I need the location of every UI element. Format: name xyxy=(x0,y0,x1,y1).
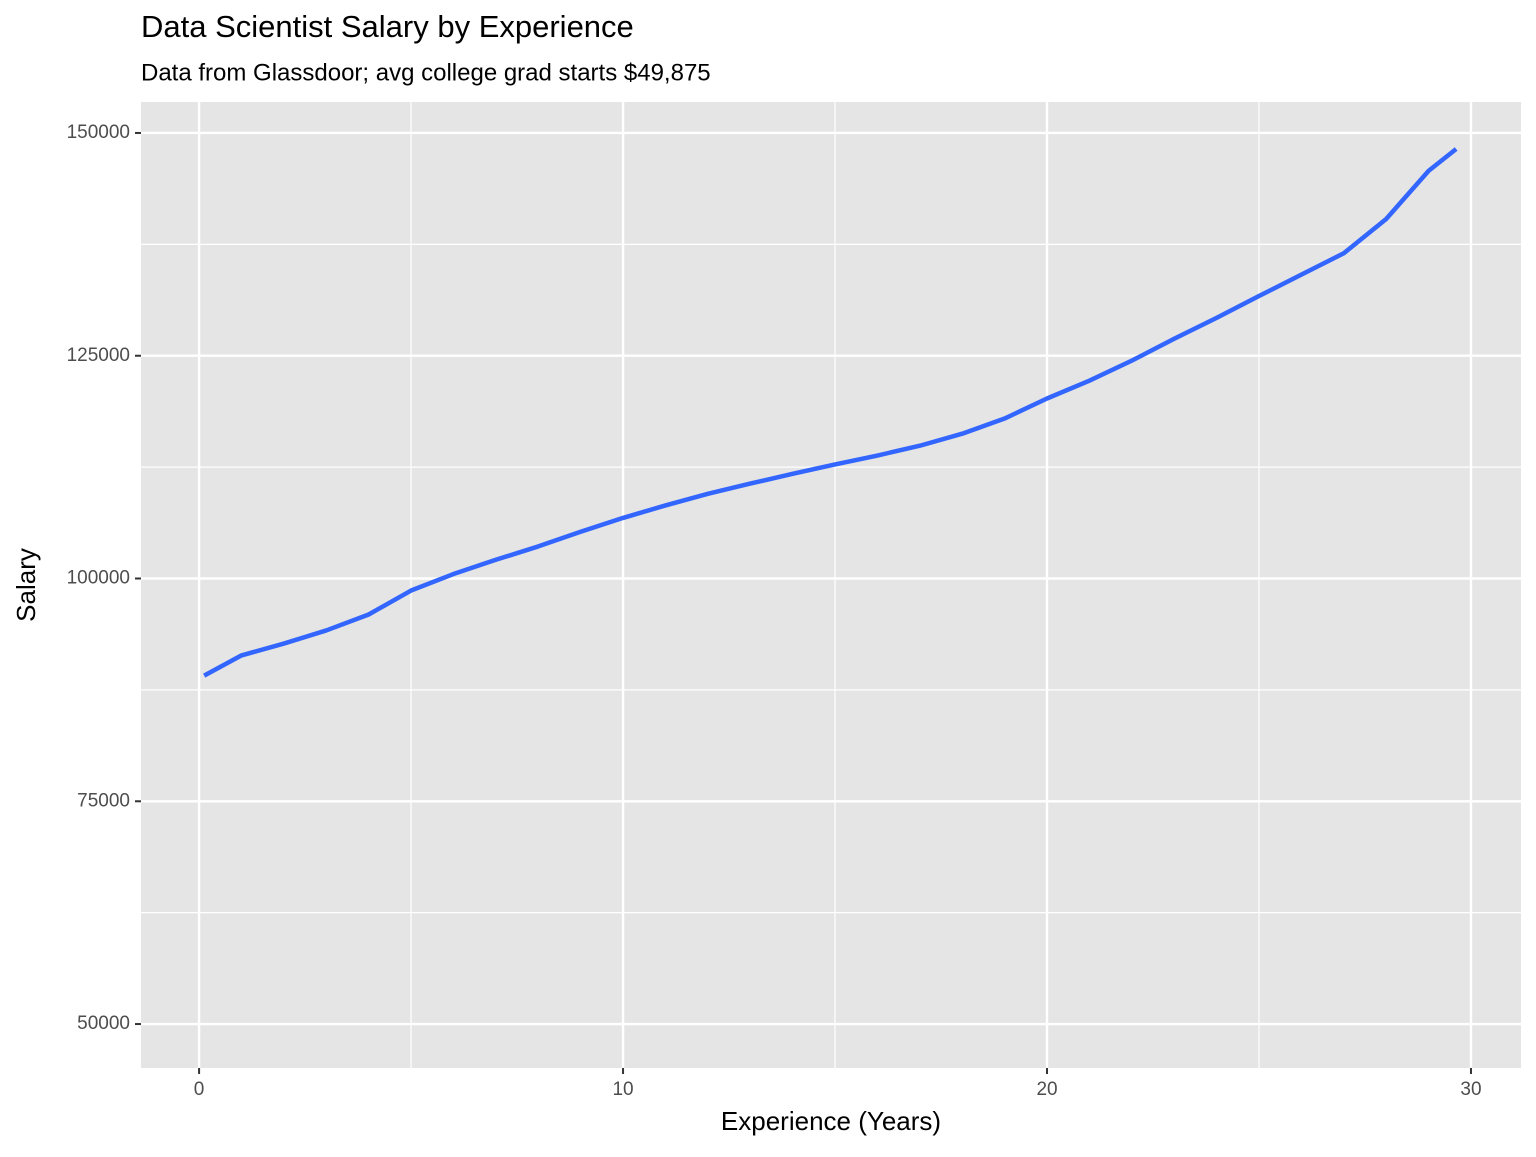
chart-subtitle: Data from Glassdoor; avg college grad st… xyxy=(141,59,711,86)
x-axis-label: Experience (Years) xyxy=(721,1106,941,1136)
x-tick-label: 10 xyxy=(612,1079,633,1100)
y-tick-label: 150000 xyxy=(67,122,130,143)
y-axis-label: Salary xyxy=(11,548,41,622)
line xyxy=(203,147,1458,678)
x-tick-label: 20 xyxy=(1036,1079,1057,1100)
x-tick-label: 0 xyxy=(194,1079,205,1100)
y-tick-label: 100000 xyxy=(67,568,130,589)
x-tick-label: 30 xyxy=(1460,1079,1481,1100)
panel xyxy=(141,102,1521,1068)
y-tick-label: 125000 xyxy=(67,345,130,366)
chart-title: Data Scientist Salary by Experience xyxy=(141,9,634,44)
y-tick-label: 50000 xyxy=(77,1013,130,1034)
y-tick-label: 75000 xyxy=(77,790,130,811)
